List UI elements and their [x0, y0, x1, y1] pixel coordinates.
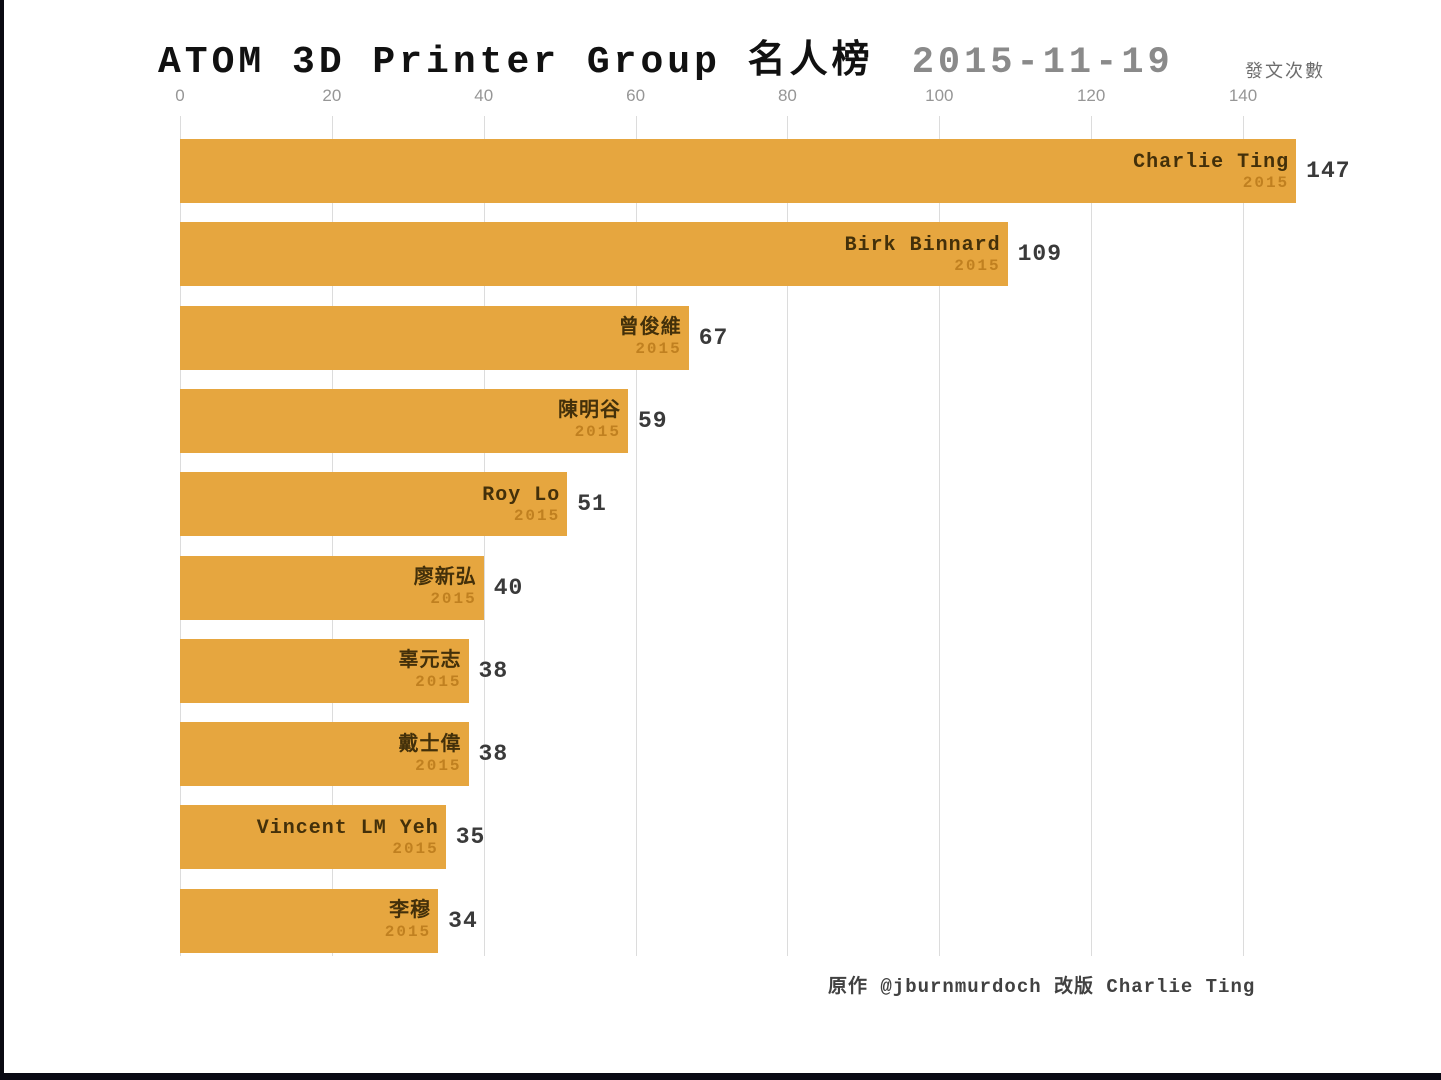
gridline [787, 116, 789, 956]
bar: 曾俊維 2015 [180, 305, 689, 370]
bar-value-label: 109 [1017, 241, 1063, 268]
x-tick-label: 80 [777, 86, 797, 105]
bar: 廖新弘 2015 [180, 555, 484, 620]
bar-value-label: 51 [577, 491, 607, 518]
bar-year-label: 2015 [415, 756, 462, 775]
x-tick-label: 120 [1076, 86, 1106, 105]
chart-header: ATOM 3D Printer Group 名人榜 2015-11-19 [158, 28, 1174, 84]
bar-year-label: 2015 [513, 506, 561, 525]
bar-name-label: Birk Binnard [844, 233, 1001, 257]
gridline [1243, 116, 1245, 956]
bar-value-label: 67 [698, 324, 729, 351]
bar-value-label: 59 [637, 407, 668, 434]
bottom-edge-letterbox [0, 1073, 1441, 1080]
bar-year-label: 2015 [954, 256, 1001, 275]
bar-name-label: 廖新弘 [413, 567, 477, 590]
chart-date: 2015-11-19 [911, 42, 1174, 84]
x-tick-label: 0 [175, 86, 185, 105]
gridline [635, 116, 637, 956]
bar-name-label: Vincent LM Yeh [256, 816, 439, 840]
x-tick-label: 60 [626, 86, 646, 105]
chart-title: ATOM 3D Printer Group 名人榜 [158, 41, 874, 84]
bar-year-label: 2015 [384, 923, 432, 942]
bar: 李穆 2015 [180, 888, 439, 953]
bar-name-label: 曾俊維 [618, 317, 682, 341]
bar-name-label: 戴士偉 [398, 733, 462, 757]
gridline [1091, 116, 1093, 956]
x-tick-label: 100 [925, 86, 954, 105]
value-axis-unit-label: 發文次數 [1245, 61, 1325, 81]
bar-name-label: Charlie Ting [1133, 150, 1290, 174]
bar: 陳明谷 2015 [180, 388, 628, 453]
bar-value-label: 40 [493, 574, 524, 601]
bar: Vincent LM Yeh 2015 [180, 805, 446, 870]
gridline [939, 116, 941, 956]
bar-name-label: Roy Lo [482, 483, 561, 507]
x-tick-label: 20 [322, 86, 342, 105]
bar: 戴士偉 2015 [180, 722, 469, 787]
bar-value-label: 147 [1306, 158, 1351, 184]
bar-year-label: 2015 [392, 839, 439, 858]
bar-name-label: 陳明谷 [557, 400, 621, 424]
bar-year-label: 2015 [635, 340, 682, 359]
footer-credit: 原作 @jburnmurdoch 改版 Charlie Ting [828, 976, 1256, 998]
bar: Birk Binnard 2015 [180, 222, 1008, 287]
bar-value-label: 38 [478, 657, 509, 684]
bar-year-label: 2015 [574, 423, 621, 442]
x-tick-label: 40 [474, 86, 494, 105]
bar: Roy Lo 2015 [180, 472, 568, 537]
left-edge-letterbox [0, 0, 4, 1080]
bar-value-label: 35 [455, 824, 486, 851]
x-tick-label: 140 [1228, 86, 1258, 105]
bar-year-label: 2015 [430, 590, 477, 608]
bar-name-label: 辜元志 [398, 650, 462, 674]
bar-year-label: 2015 [415, 673, 462, 692]
bar-value-label: 38 [478, 741, 509, 768]
bar-value-label: 34 [448, 907, 478, 934]
bar: 辜元志 2015 [180, 638, 469, 703]
bar-name-label: 李穆 [389, 900, 432, 924]
bar: Charlie Ting 2015 [180, 139, 1297, 203]
bar-year-label: 2015 [1242, 173, 1290, 192]
